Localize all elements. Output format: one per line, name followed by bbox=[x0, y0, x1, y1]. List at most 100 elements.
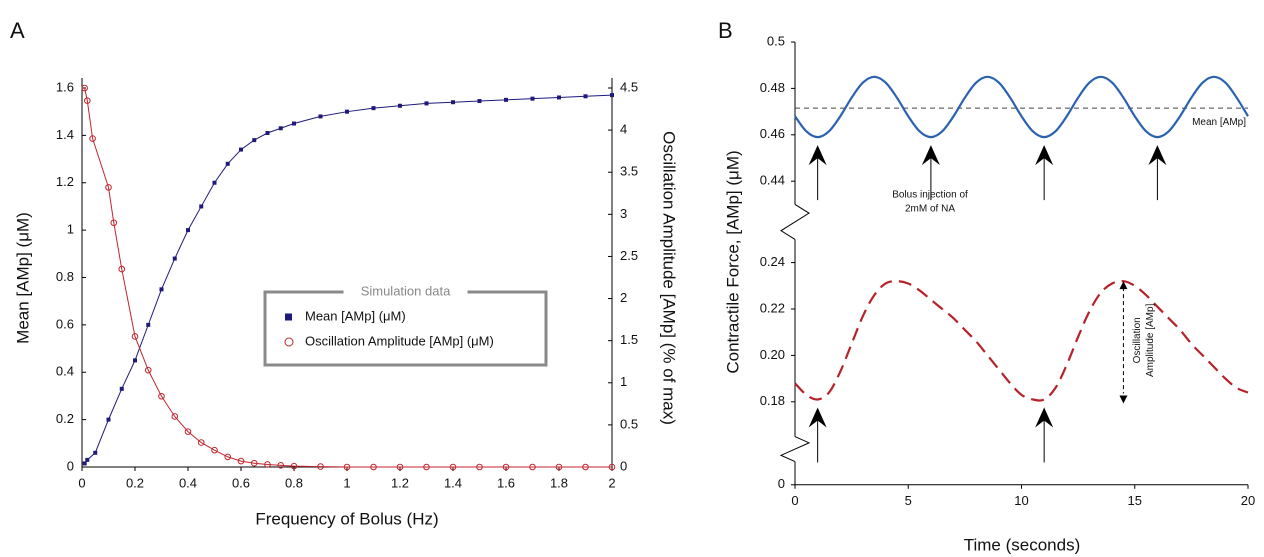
point bbox=[424, 101, 429, 106]
y-tick-label: 0.2 bbox=[56, 411, 74, 426]
x-tick-label: 0.4 bbox=[179, 475, 197, 490]
point bbox=[237, 457, 245, 465]
point bbox=[555, 463, 563, 471]
point bbox=[423, 463, 430, 471]
x-tick-label: 2 bbox=[608, 475, 615, 490]
point bbox=[345, 109, 349, 114]
legend-marker bbox=[285, 313, 292, 321]
legend-label: Mean [AMp] (μM) bbox=[305, 308, 406, 323]
y-tick-label: 0.46 bbox=[760, 126, 785, 141]
x-tick-label: 1.4 bbox=[444, 475, 462, 490]
y-tick-label: 0.24 bbox=[760, 254, 785, 269]
y-tick-label: 0.48 bbox=[760, 80, 785, 95]
point bbox=[172, 256, 177, 261]
y2-tick-label: 1 bbox=[620, 374, 627, 389]
x-tick-label: 0.8 bbox=[285, 475, 303, 490]
x-tick-label: 15 bbox=[1128, 493, 1142, 508]
y-tick-label: 0.6 bbox=[56, 316, 74, 331]
point bbox=[119, 386, 124, 391]
point bbox=[318, 114, 323, 119]
x-tick-label: 1.8 bbox=[550, 475, 568, 490]
x-tick-label: 5 bbox=[905, 493, 912, 508]
amplitude-arrowhead bbox=[1119, 281, 1128, 290]
x-tick-label: 20 bbox=[1241, 493, 1255, 508]
point bbox=[252, 138, 257, 143]
point bbox=[278, 126, 283, 131]
y-tick-label: 0 bbox=[67, 458, 74, 473]
point bbox=[277, 462, 285, 469]
x-axis-label: Frequency of Bolus (Hz) bbox=[255, 509, 438, 528]
point bbox=[212, 180, 217, 185]
point bbox=[158, 392, 165, 400]
x-tick-label: 1.2 bbox=[391, 475, 409, 490]
mean-label: Mean [AMp] bbox=[1192, 117, 1246, 128]
x-tick-label: 10 bbox=[1014, 493, 1028, 508]
point bbox=[133, 358, 137, 363]
x-axis-label: Time (seconds) bbox=[964, 535, 1081, 554]
y2-tick-label: 0 bbox=[620, 458, 627, 473]
point bbox=[557, 95, 561, 100]
series-line bbox=[84, 87, 612, 468]
panel-label: B bbox=[718, 18, 733, 43]
point bbox=[211, 446, 218, 454]
y2-axis-label: Oscillation Amplitude [AMp] (% of max) bbox=[660, 131, 679, 425]
point bbox=[81, 84, 88, 92]
point bbox=[398, 103, 402, 108]
point bbox=[250, 459, 258, 467]
y2-tick-label: 3.5 bbox=[620, 164, 638, 179]
legend-box bbox=[263, 290, 548, 367]
annotation: Oscillation bbox=[1132, 317, 1143, 363]
point bbox=[504, 97, 508, 102]
point bbox=[290, 462, 298, 470]
point bbox=[396, 463, 404, 471]
y-tick-label: 1 bbox=[67, 222, 74, 237]
point bbox=[131, 333, 139, 340]
point bbox=[371, 106, 376, 111]
legend-title-bg bbox=[343, 284, 468, 300]
annotation: Amplitude [AMp] bbox=[1145, 303, 1156, 377]
x-tick-label: 0.6 bbox=[232, 475, 250, 490]
axis-break bbox=[780, 203, 810, 240]
point bbox=[451, 100, 455, 105]
point bbox=[449, 463, 457, 471]
y-axis-label: Contractile Force, [AMp] (μM) bbox=[723, 150, 742, 373]
point bbox=[530, 96, 535, 101]
point bbox=[197, 439, 205, 446]
y-tick-label: 0.22 bbox=[760, 300, 785, 315]
y-tick-label: 0.44 bbox=[760, 173, 785, 188]
point bbox=[610, 93, 614, 98]
y-tick-label: 1.2 bbox=[56, 174, 74, 189]
x-tick-label: 1 bbox=[343, 475, 350, 490]
y2-tick-label: 4 bbox=[620, 122, 627, 137]
series-line bbox=[794, 75, 1249, 139]
panel-label: A bbox=[10, 18, 25, 43]
bolus-arrowhead bbox=[1148, 145, 1167, 166]
point bbox=[144, 366, 152, 374]
bolus-arrowhead bbox=[808, 145, 827, 166]
point bbox=[370, 463, 377, 471]
point bbox=[224, 453, 232, 461]
point bbox=[84, 97, 91, 104]
annotation: Bolus injection of bbox=[892, 190, 968, 201]
legend-title: Simulation data bbox=[361, 283, 451, 298]
point bbox=[583, 94, 588, 99]
y2-tick-label: 2 bbox=[620, 290, 627, 305]
point bbox=[199, 204, 204, 209]
point bbox=[264, 461, 271, 468]
x-tick-label: 0 bbox=[791, 493, 798, 508]
point bbox=[118, 265, 126, 273]
y2-tick-label: 0.5 bbox=[620, 416, 638, 431]
point bbox=[225, 161, 230, 166]
point bbox=[292, 121, 296, 126]
point bbox=[317, 463, 324, 470]
y-tick-label: 0.20 bbox=[760, 347, 785, 362]
y-tick-label: 0 bbox=[778, 476, 785, 491]
point bbox=[343, 463, 351, 471]
point bbox=[105, 184, 112, 191]
point bbox=[85, 457, 90, 462]
point bbox=[476, 463, 483, 471]
x-tick-label: 1.6 bbox=[497, 475, 515, 490]
point bbox=[184, 428, 192, 435]
